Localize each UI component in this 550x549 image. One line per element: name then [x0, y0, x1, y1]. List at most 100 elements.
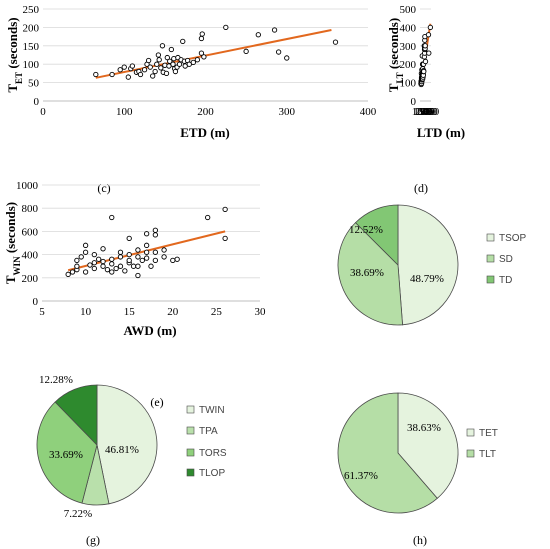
pie-chart-h: 38.63% 61.37% TET TLT (h) — [337, 392, 498, 547]
y-tick-label: 1000 — [16, 180, 39, 192]
pie-value-label: 61.37% — [344, 470, 378, 482]
x-tick-label: 5 — [39, 306, 45, 318]
y-tick-label: 300 — [400, 41, 417, 53]
data-point — [74, 257, 80, 264]
legend-swatch — [486, 233, 495, 242]
pie-slice-tet — [397, 392, 459, 499]
data-point — [164, 54, 170, 61]
data-point — [143, 231, 150, 237]
data-point — [141, 67, 148, 73]
data-point — [421, 68, 427, 75]
pie-slice-sd — [337, 222, 403, 326]
panel-caption: (g) — [86, 533, 100, 547]
data-point — [255, 32, 261, 38]
y-tick-label: 200 — [23, 22, 40, 34]
y-axis-label-unit: (seconds) — [5, 17, 20, 72]
y-axis-label-unit: (seconds) — [3, 202, 18, 257]
data-point — [167, 58, 173, 64]
panel-caption: (d) — [414, 181, 428, 195]
legend-swatch — [186, 468, 195, 477]
x-tick-label: 0 — [40, 106, 46, 118]
x-tick-label: 100 — [412, 106, 429, 118]
y-tick-label: 400 — [400, 22, 417, 34]
data-point — [122, 268, 128, 274]
panel-caption: (h) — [413, 533, 427, 547]
data-point — [93, 71, 99, 78]
data-point — [152, 232, 159, 238]
y-axis-label: TET (seconds) — [5, 17, 24, 92]
y-tick-label: 0 — [34, 96, 40, 108]
legend-swatch — [186, 448, 195, 457]
data-point — [117, 249, 124, 255]
y-axis-label-unit: (seconds) — [386, 18, 401, 73]
y-tick-label: 100 — [400, 78, 417, 90]
data-point — [422, 43, 428, 49]
data-point — [172, 68, 179, 75]
data-point — [96, 256, 102, 262]
data-point — [121, 64, 127, 70]
data-point — [176, 61, 183, 67]
data-point — [117, 254, 124, 260]
data-point — [198, 35, 205, 42]
data-point — [91, 260, 97, 266]
pie-value-label: 7.22% — [64, 508, 92, 520]
x-axis-label: AWD (m) — [123, 323, 176, 338]
x-tick-label: 300 — [418, 106, 435, 118]
y-axis-label: TLT (seconds) — [386, 18, 405, 92]
x-tick-label: 20 — [167, 306, 179, 318]
data-point — [180, 38, 186, 45]
data-point — [100, 246, 106, 252]
y-axis-label-sub: LT — [395, 72, 405, 83]
data-point — [427, 24, 434, 31]
data-point — [205, 214, 211, 221]
data-point — [143, 255, 150, 261]
x-tick-label: 30 — [255, 306, 267, 318]
data-point — [109, 256, 115, 262]
legend-label: TPA — [199, 426, 218, 437]
y-axis-label-sub: WIN — [12, 256, 22, 276]
data-point — [100, 258, 106, 265]
data-point — [168, 46, 175, 53]
data-point — [422, 58, 429, 65]
data-point — [117, 67, 123, 73]
data-point — [275, 49, 282, 55]
data-point — [126, 257, 132, 264]
data-point — [82, 249, 89, 255]
data-point — [91, 265, 97, 272]
x-tick-label: 200 — [197, 106, 214, 118]
data-point — [129, 63, 136, 69]
data-point — [156, 57, 162, 63]
y-axis-label-sub: ET — [14, 72, 24, 84]
legend-swatch — [186, 405, 195, 414]
y-axis-label: TWIN (seconds) — [3, 202, 22, 284]
x-tick-label: 450 — [423, 106, 440, 118]
data-point — [222, 235, 228, 242]
data-point — [199, 31, 205, 37]
data-point — [198, 50, 205, 56]
pie-value-label: 12.52% — [349, 224, 383, 236]
pie-value-label: 38.69% — [350, 267, 384, 279]
data-point — [161, 247, 167, 253]
x-tick-label: 250 — [416, 106, 433, 118]
legend-label: TLOP — [199, 468, 225, 479]
legend-label: TD — [499, 275, 512, 286]
data-point — [135, 254, 141, 260]
trend-line — [95, 28, 332, 79]
x-tick-label: 400 — [421, 106, 438, 118]
data-point — [104, 267, 111, 273]
data-point — [243, 48, 249, 54]
data-point — [150, 73, 156, 79]
data-point — [100, 263, 106, 269]
data-point — [117, 263, 124, 269]
legend-swatch — [466, 428, 475, 437]
pie-slice-tlt — [337, 392, 438, 514]
data-point — [139, 257, 145, 264]
x-tick-label: 350 — [420, 106, 437, 118]
legend-swatch — [466, 449, 475, 458]
pie-slice-tsop — [397, 204, 459, 326]
legend-swatch — [486, 254, 495, 263]
data-point — [190, 59, 196, 66]
scatter-chart-c: 0 50 100 150 200 250 0 100 200 300 400 ETD (m) TET (… — [5, 4, 377, 195]
legend-swatch — [486, 275, 495, 284]
